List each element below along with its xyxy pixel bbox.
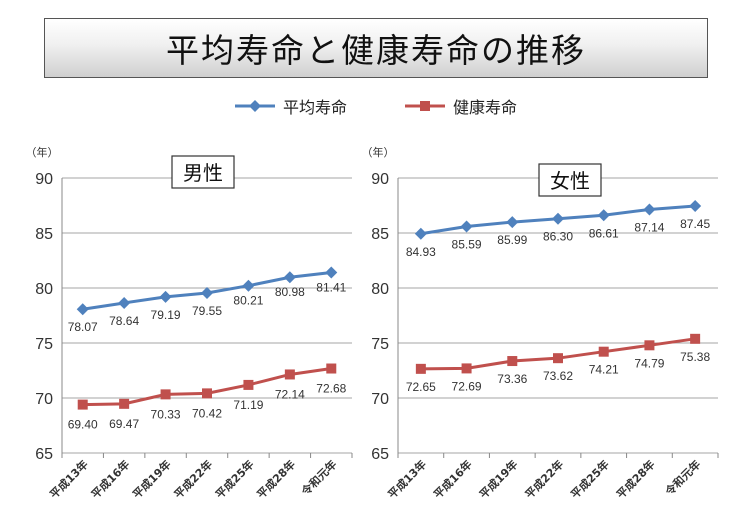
x-tick-label: 平成28年: [613, 457, 657, 501]
data-point-healthy: [284, 369, 295, 380]
y-tick-label: 70: [35, 391, 53, 408]
data-point-healthy: [326, 363, 337, 374]
legend-label-healthy: 健康寿命: [453, 98, 518, 117]
y-unit-label: （年）: [26, 145, 59, 159]
y-tick-label: 90: [371, 171, 389, 188]
x-tick-label: 平成19年: [130, 457, 174, 501]
y-tick-label: 70: [371, 391, 389, 408]
x-tick-label: 令和元年: [662, 457, 704, 499]
data-point-healthy: [553, 353, 563, 364]
data-label: 72.65: [406, 380, 436, 394]
data-point-avg: [118, 296, 131, 309]
data-point-avg: [414, 227, 427, 240]
y-tick-label: 80: [35, 281, 53, 298]
x-tick-label: 平成16年: [88, 457, 132, 501]
data-point-healthy: [690, 333, 701, 344]
data-point-avg: [201, 286, 213, 299]
y-unit-label: （年）: [362, 145, 395, 159]
x-tick-label: 平成22年: [171, 457, 215, 501]
data-label: 74.21: [589, 363, 619, 377]
data-label: 70.33: [151, 407, 181, 421]
data-point-avg: [325, 266, 338, 279]
data-label: 78.07: [68, 320, 98, 334]
x-tick-label: 平成25年: [568, 457, 612, 501]
data-label: 73.62: [543, 369, 573, 383]
data-label: 85.99: [497, 233, 527, 247]
panel-title-box: [538, 163, 602, 197]
y-tick-label: 65: [35, 446, 53, 463]
data-label: 72.68: [316, 382, 346, 396]
data-point-healthy: [160, 389, 171, 400]
y-tick-label: 80: [371, 281, 389, 298]
y-tick-label: 75: [371, 336, 389, 353]
legend-marker-avg: [234, 100, 275, 112]
data-label: 73.36: [497, 372, 527, 386]
data-point-avg: [460, 220, 473, 233]
data-label: 71.19: [233, 398, 263, 412]
x-tick-label: 平成16年: [431, 457, 475, 501]
data-label: 86.30: [543, 230, 573, 244]
legend-item-healthy: 健康寿命: [403, 94, 517, 118]
data-label: 69.47: [109, 417, 139, 431]
data-point-avg: [506, 216, 519, 229]
data-point-avg: [283, 271, 296, 284]
data-label: 70.42: [192, 406, 222, 420]
data-label: 72.14: [275, 387, 305, 401]
data-point-healthy: [119, 398, 130, 409]
panel-title-box: [171, 155, 235, 189]
data-point-healthy: [598, 346, 609, 357]
legend-label-avg: 平均寿命: [282, 98, 347, 117]
data-label: 79.55: [192, 304, 222, 318]
data-point-avg: [552, 212, 564, 225]
data-point-healthy: [461, 363, 472, 374]
data-label: 87.14: [634, 220, 664, 234]
data-point-healthy: [507, 356, 518, 367]
data-point-healthy: [644, 340, 655, 351]
data-point-avg: [159, 290, 172, 303]
y-tick-label: 85: [35, 226, 53, 243]
data-label: 78.64: [109, 314, 139, 328]
data-label: 74.79: [634, 356, 664, 370]
x-tick-label: 平成25年: [212, 457, 256, 501]
data-label: 86.61: [589, 226, 619, 240]
x-tick-label: 平成22年: [522, 457, 566, 501]
data-point-avg: [76, 303, 89, 316]
data-label: 80.21: [233, 294, 263, 308]
data-label: 79.19: [151, 308, 181, 322]
panel-title: 女性: [550, 169, 590, 193]
data-label: 84.93: [406, 245, 436, 259]
y-tick-label: 65: [371, 446, 389, 463]
data-point-healthy: [77, 399, 88, 410]
data-label: 80.98: [275, 285, 305, 299]
data-label: 87.45: [680, 217, 710, 231]
panel-title: 男性: [183, 161, 223, 185]
data-point-healthy: [415, 363, 426, 374]
x-tick-label: 平成28年: [254, 457, 298, 501]
legend-marker-healthy: [405, 101, 445, 111]
legend-item-avg: 平均寿命: [233, 94, 347, 118]
data-label: 81.41: [316, 280, 346, 294]
data-point-avg: [643, 203, 656, 216]
y-tick-label: 90: [35, 171, 53, 188]
x-tick-label: 平成13年: [385, 457, 429, 501]
data-label: 85.59: [452, 238, 482, 252]
y-tick-label: 75: [35, 336, 53, 353]
x-tick-label: 平成19年: [476, 457, 520, 501]
data-point-avg: [689, 200, 702, 213]
data-label: 69.40: [68, 418, 98, 432]
data-point-healthy: [202, 388, 212, 399]
x-tick-label: 令和元年: [298, 457, 340, 499]
data-point-avg: [242, 279, 255, 292]
data-point-healthy: [243, 379, 254, 390]
data-label: 72.69: [452, 379, 482, 393]
y-tick-label: 85: [371, 226, 389, 243]
data-point-avg: [597, 209, 610, 222]
legend: 平均寿命 健康寿命: [0, 93, 750, 119]
data-label: 75.38: [680, 350, 710, 364]
x-tick-label: 平成13年: [47, 457, 91, 501]
title-banner: 平均寿命と健康寿命の推移: [44, 18, 708, 78]
page-title: 平均寿命と健康寿命の推移: [166, 31, 586, 70]
